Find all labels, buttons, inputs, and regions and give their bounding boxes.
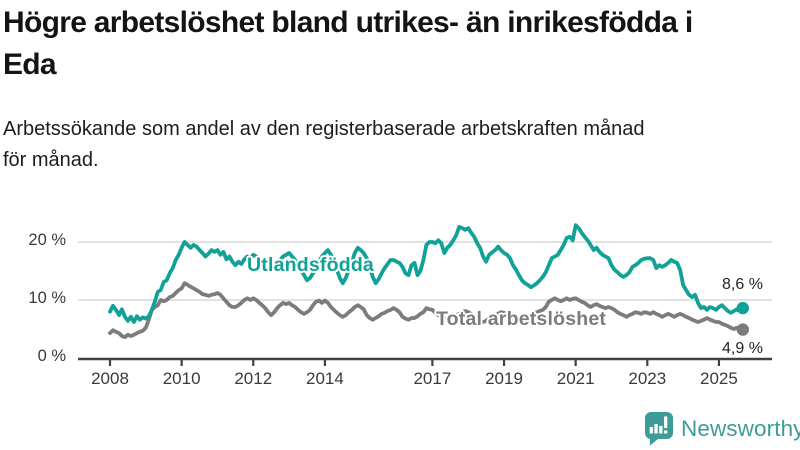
x-tick-label: 2008 [91,369,129,388]
series-label-utlandsfodda: Utlandsfödda [247,254,374,276]
y-tick-label: 0 % [37,347,66,365]
page-subtitle-line-2: för månad. [3,149,99,171]
page-title-line-1: Högre arbetslöshet bland utrikes- än inr… [3,6,693,39]
series-label-total-arbetsloshet: Total arbetslöshet [436,308,607,330]
y-tick-label: 20 % [28,231,66,249]
end-value-label-total-arbetsloshet: 4,9 % [722,340,763,357]
x-tick-label: 2025 [700,369,738,388]
x-tick-label: 2017 [413,369,452,388]
x-tick-label: 2019 [485,369,523,388]
series-end-dot-utlandsfodda [736,301,749,315]
newsworthy-logo-text: Newsworthy [681,415,800,441]
page-title: Högre arbetslöshet bland utrikes- än inr… [3,2,693,86]
newsworthy-logo: Newsworthy [644,411,800,446]
series-line-utlandsfodda [108,223,745,324]
y-tick-label: 10 % [28,289,66,307]
x-tick-label: 2014 [305,369,344,388]
end-value-label-utlandsfodda: 8,6 % [722,276,763,293]
x-tick-label: 2021 [556,369,595,388]
x-tick-label: 2012 [234,369,273,388]
x-tick-label: 2023 [628,369,667,388]
page-subtitle: Arbetssökande som andel av den registerb… [3,114,645,176]
series-line-total-arbetsloshet [108,281,745,340]
page-subtitle-line-1: Arbetssökande som andel av den registerb… [3,118,645,140]
x-tick-label: 2010 [162,369,201,388]
newsworthy-logo-icon [645,412,673,446]
series-end-dot-total-arbetsloshet [736,323,749,336]
page-title-line-2: Eda [3,48,57,81]
